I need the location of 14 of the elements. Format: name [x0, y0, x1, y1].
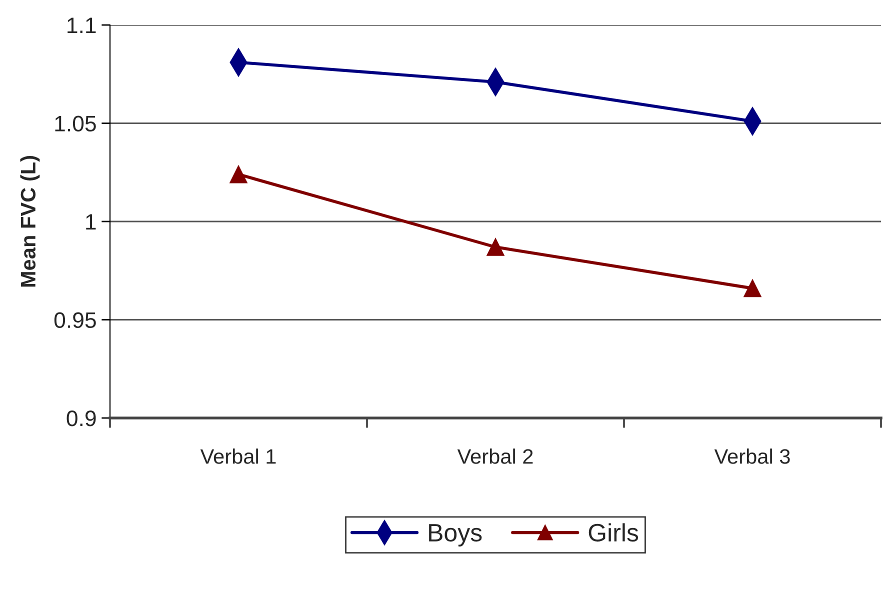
x-tick-label: Verbal 3 — [714, 448, 790, 464]
legend-label: Girls — [588, 523, 638, 542]
point — [230, 165, 248, 184]
y-axis-title: Mean FVC (L) — [20, 156, 40, 287]
y-tick-label: 1 — [86, 214, 96, 230]
legend-label: Boys — [429, 524, 482, 547]
x-tick-label: Verbal 2 — [457, 448, 533, 464]
y-tick-label: 1.05 — [55, 116, 96, 132]
y-tick-label: 0.9 — [66, 410, 96, 426]
y-tick-label: 1.1 — [68, 18, 96, 34]
x-tick-label: Verbal 1 — [200, 448, 276, 464]
point — [486, 238, 504, 256]
y-tick-label: 0.95 — [54, 312, 96, 328]
point — [744, 279, 762, 298]
